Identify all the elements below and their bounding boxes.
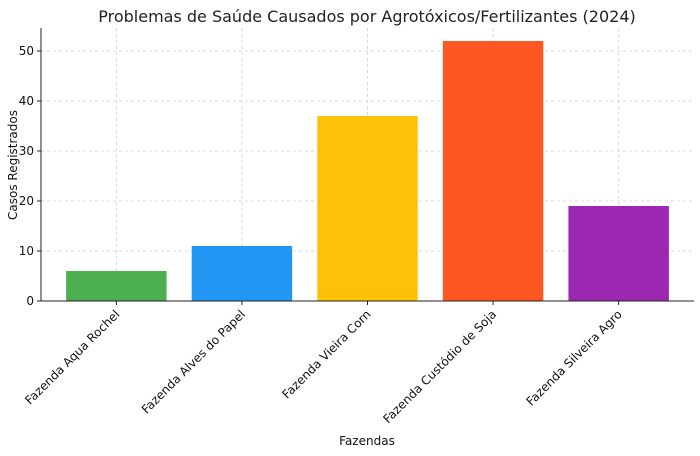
y-tick-label: 40 — [19, 94, 34, 108]
x-tick-label: Fazenda Silveira Agro — [523, 307, 624, 408]
x-tick-label: Fazenda Vieira Corn — [279, 307, 373, 401]
x-tick-label: Fazenda Custódio de Soja — [380, 307, 499, 426]
y-tick-label: 0 — [26, 294, 34, 308]
bar — [317, 116, 418, 301]
x-axis-label: Fazendas — [339, 434, 395, 448]
x-tick-label: Fazenda Alves do Papel — [139, 307, 248, 416]
y-tick-label: 30 — [19, 144, 34, 158]
x-ticks: Fazenda Aqua Rochel Fazenda Alves do Pape… — [22, 301, 625, 426]
bar — [568, 206, 669, 301]
x-tick-label: Fazenda Aqua Rochel — [22, 307, 122, 407]
y-axis-label: Casos Registrados — [6, 110, 20, 220]
bar — [66, 271, 167, 301]
bars — [66, 41, 669, 301]
y-tick-label: 50 — [19, 44, 34, 58]
y-tick-label: 20 — [19, 194, 34, 208]
bar — [191, 246, 293, 301]
bar — [442, 41, 544, 301]
chart-title: Problemas de Saúde Causados por Agrotóxi… — [98, 7, 636, 26]
y-ticks: 0 10 20 30 40 50 — [19, 44, 41, 308]
y-tick-label: 10 — [19, 244, 34, 258]
